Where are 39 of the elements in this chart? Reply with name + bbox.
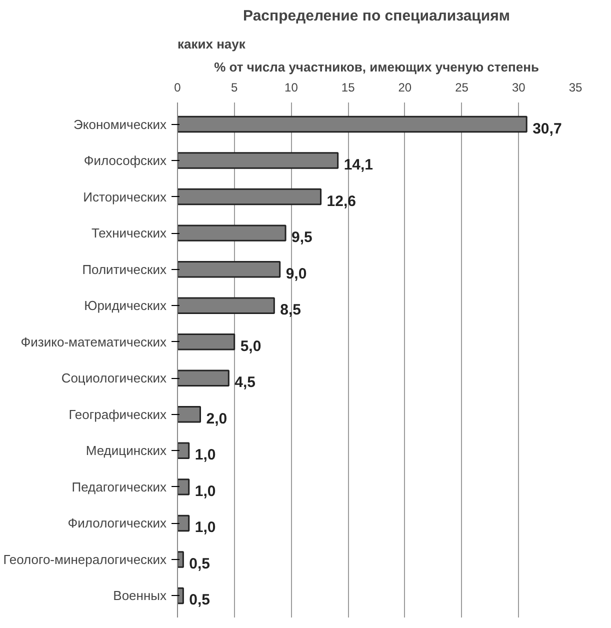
data-label: 1,0	[194, 519, 216, 536]
y-tick-label: Философских	[84, 153, 167, 168]
y-tick-label: Исторических	[83, 189, 167, 204]
data-label: 2,0	[206, 410, 228, 428]
data-label: 4,5	[234, 374, 256, 392]
data-label: 8,5	[280, 302, 302, 319]
y-axis-title: каких наук	[178, 36, 246, 52]
x-tick-label: 5	[231, 80, 238, 94]
y-tick-label: Филологических	[68, 516, 167, 531]
y-tick-label: Географических	[68, 406, 167, 422]
data-label: 12,6	[326, 192, 356, 210]
x-tick-label: 15	[341, 80, 356, 94]
x-tick-label: 0	[174, 80, 182, 94]
data-label: 0,5	[189, 555, 210, 572]
y-tick-label: Юридических	[84, 298, 167, 314]
x-axis-title: % от числа участников, имеющих ученую степень	[214, 60, 539, 74]
y-tick-label: Медицинских	[86, 443, 167, 458]
data-label: 14,1	[344, 156, 374, 174]
chart-title: Распределение по специализациям	[243, 8, 510, 24]
x-tick-label: 35	[568, 80, 582, 94]
x-tick-label: 10	[284, 80, 298, 94]
y-tick-label: Геолого-минералогических	[3, 552, 167, 567]
y-tick-label: Экономических	[74, 116, 167, 132]
y-tick-label: Военных	[113, 588, 167, 604]
y-tick-label: Технических	[91, 226, 167, 241]
y-tick-label: Социологических	[61, 370, 167, 386]
x-tick-label: 20	[398, 80, 412, 94]
data-label: 1,0	[194, 482, 216, 500]
y-tick-label: Физико-математических	[20, 334, 167, 350]
y-tick-label: Политических	[82, 262, 167, 277]
data-label: 1,0	[194, 446, 216, 464]
data-label: 9,5	[292, 229, 312, 246]
data-label: 5,0	[240, 338, 262, 355]
data-label: 30,7	[532, 120, 562, 138]
x-tick-label: 30	[512, 80, 526, 94]
x-tick-label: 25	[455, 80, 469, 94]
y-tick-label: Педагогических	[72, 479, 167, 494]
data-label: 9,0	[286, 265, 307, 282]
data-label: 0,5	[189, 592, 210, 609]
